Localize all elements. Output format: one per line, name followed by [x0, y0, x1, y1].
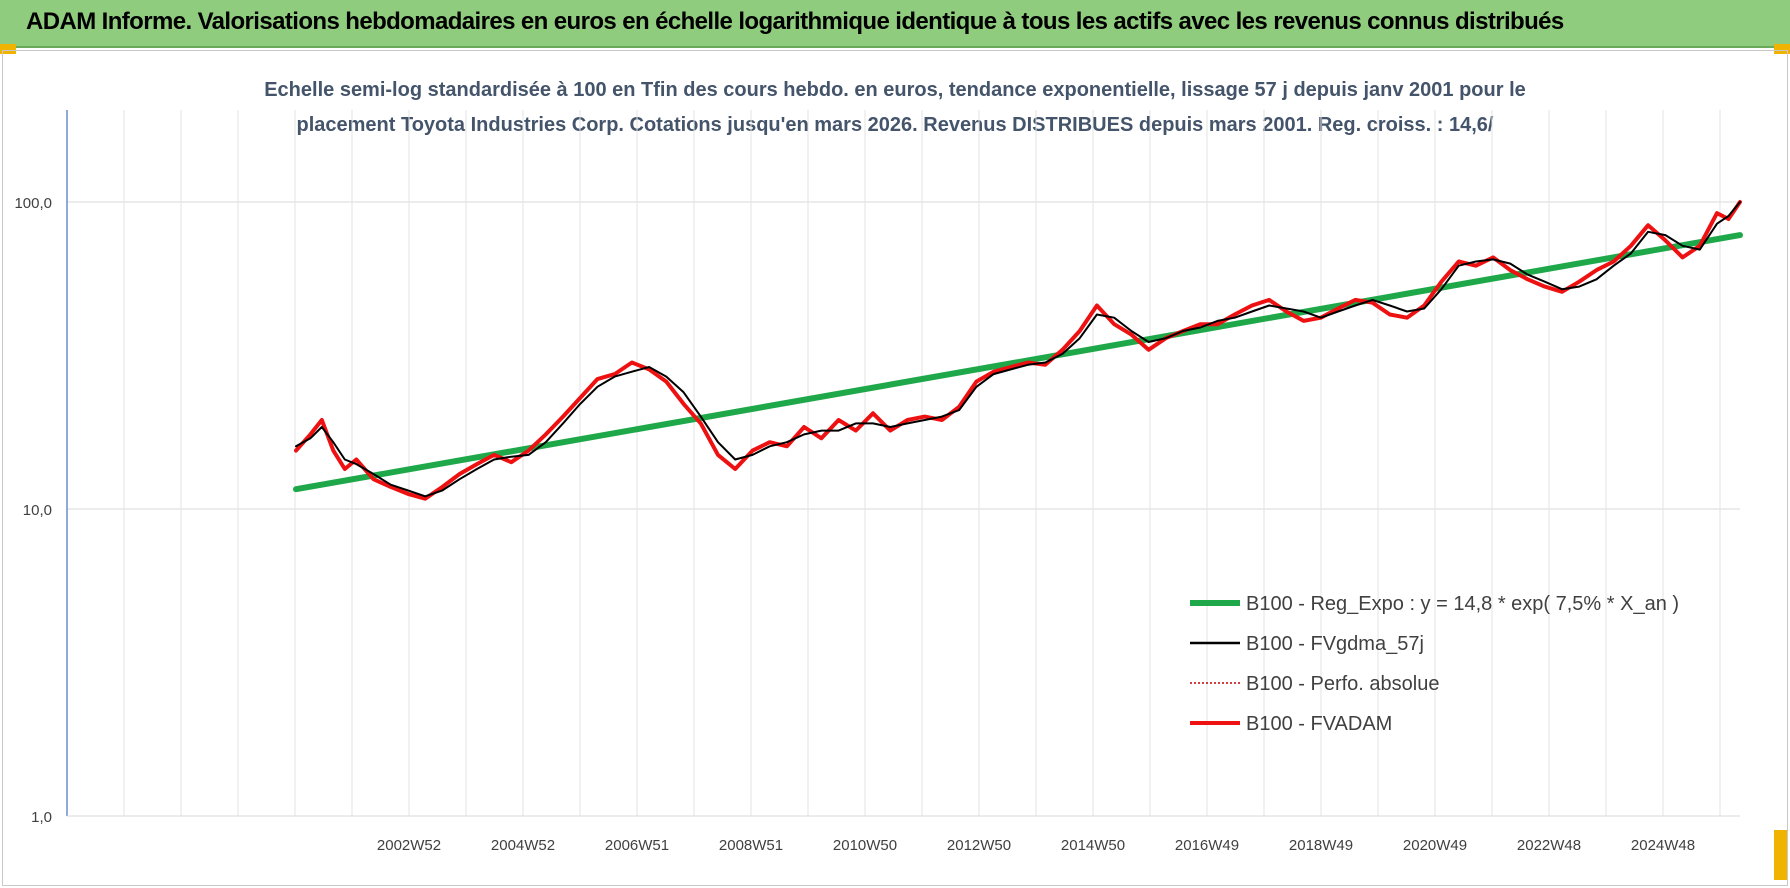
x-tick-label: 2024W48 [1631, 837, 1695, 854]
legend-entry: B100 - FVADAM [1246, 713, 1392, 735]
x-tick-label: 2020W49 [1403, 837, 1467, 854]
chart-title-line-2: placement Toyota Industries Corp. Cotati… [297, 114, 1494, 136]
x-tick-label: 2022W48 [1517, 837, 1581, 854]
x-tick-label: 2004W52 [491, 837, 555, 854]
chart-title-line-1: Echelle semi-log standardisée à 100 en T… [264, 79, 1526, 101]
banner-title: ADAM Informe. Valorisations hebdomadaire… [26, 8, 1564, 35]
x-tick-label: 2002W52 [377, 837, 441, 854]
x-axis-ticks: 2002W52 2004W52 2006W51 2008W51 2010W50 2012W… [377, 837, 1695, 854]
x-tick-label: 2018W49 [1289, 837, 1353, 854]
chart-frame [2, 50, 1788, 886]
corner-mark-right [1774, 44, 1790, 54]
banner: ADAM Informe. Valorisations hebdomadaire… [0, 0, 1790, 48]
x-tick-label: 2014W50 [1061, 837, 1125, 854]
legend-entry: B100 - Perfo. absolue [1246, 673, 1439, 695]
legend-entry: B100 - Reg_Expo : y = 14,8 * exp( 7,5% *… [1246, 593, 1679, 615]
x-tick-label: 2016W49 [1175, 837, 1239, 854]
series-line-0 [293, 232, 1743, 493]
x-tick-label: 2008W51 [719, 837, 783, 854]
legend-entry: B100 - FVgdma_57j [1246, 633, 1424, 655]
x-tick-label: 2012W50 [947, 837, 1011, 854]
series-group [293, 200, 1743, 501]
series-line-1 [295, 201, 1741, 498]
y-tick-label: 1,0 [31, 809, 52, 826]
legend: B100 - Reg_Expo : y = 14,8 * exp( 7,5% *… [1190, 593, 1679, 735]
x-tick-label: 2010W50 [833, 837, 897, 854]
corner-mark-bottom-right [1774, 830, 1788, 880]
y-axis-ticks: 1,0 10,0 100,0 [14, 195, 52, 826]
y-tick-label: 100,0 [14, 195, 52, 212]
series-line-3 [294, 200, 1742, 501]
x-tick-label: 2006W51 [605, 837, 669, 854]
corner-mark-left [0, 44, 16, 54]
y-tick-label: 10,0 [23, 502, 52, 519]
gridlines [66, 110, 1740, 817]
